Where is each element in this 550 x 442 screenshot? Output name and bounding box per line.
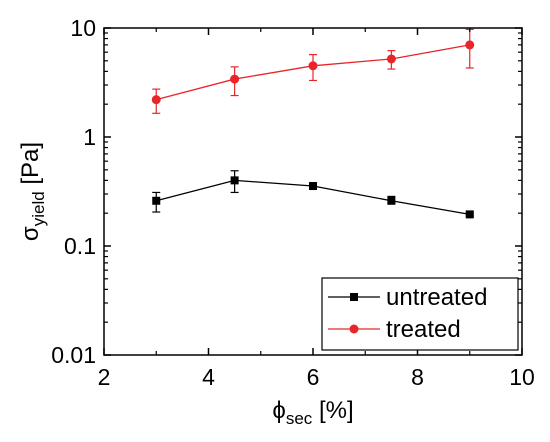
- x-tick-label: 4: [202, 364, 215, 390]
- legend-item-treated: treated: [328, 316, 461, 343]
- legend: untreated treated: [321, 277, 519, 351]
- legend-label: treated: [386, 316, 461, 343]
- data-point: [465, 210, 474, 219]
- x-tick-label: 6: [307, 364, 320, 390]
- legend-label: untreated: [386, 284, 487, 311]
- x-axis-label: ϕsec [%]: [272, 397, 353, 428]
- y-tick-label: 1: [83, 124, 96, 150]
- data-point: [386, 54, 396, 64]
- series-untreated: [152, 170, 474, 219]
- data-point: [230, 74, 240, 84]
- series-treated: [151, 28, 475, 114]
- y-tick-label: 0.01: [51, 342, 96, 368]
- legend-box: [321, 277, 519, 351]
- data-point: [151, 95, 161, 105]
- y-tick-label: 10: [70, 15, 96, 41]
- data-point: [387, 196, 396, 205]
- data-point: [465, 40, 475, 50]
- data-point: [308, 61, 318, 71]
- chart-marks: [151, 28, 475, 219]
- x-tick-label: 10: [509, 364, 535, 390]
- y-axis-label: σyield [Pa]: [17, 142, 48, 241]
- data-point: [230, 176, 239, 185]
- x-tick-label: 2: [98, 364, 111, 390]
- data-point: [309, 182, 317, 191]
- y-tick-label: 0.1: [64, 233, 96, 259]
- x-tick-label: 8: [411, 364, 424, 390]
- data-point: [152, 196, 161, 205]
- chart-axes: 2 4 6 8 10 0.01 0.1 1 10: [51, 15, 535, 390]
- legend-marker: [350, 293, 358, 301]
- legend-marker: [349, 324, 359, 334]
- legend-item-untreated: untreated: [328, 284, 487, 311]
